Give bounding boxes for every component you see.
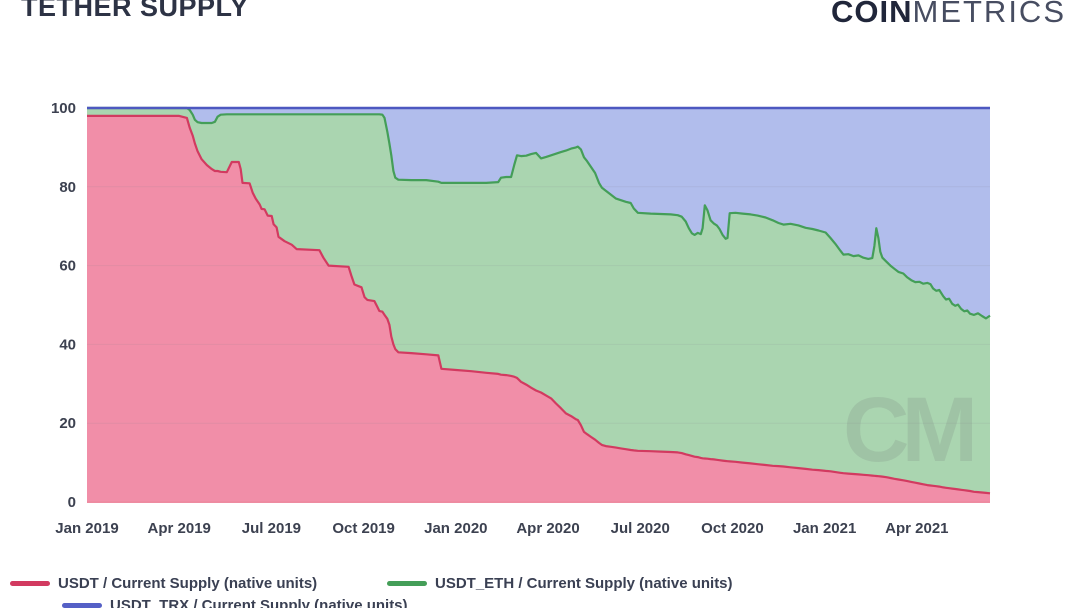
- usdt-eth-boundary-line: [87, 106, 991, 320]
- y-axis-label: 40: [59, 336, 76, 353]
- x-axis-label: Jan 2019: [55, 520, 118, 537]
- x-axis-label: Jan 2021: [793, 520, 856, 537]
- coinmetrics-logo: COINMETRICS: [831, 0, 1066, 30]
- usdt-boundary-line: [87, 114, 991, 495]
- legend-label: USDT / Current Supply (native units): [58, 575, 318, 592]
- x-axis-label: Apr 2021: [885, 520, 948, 537]
- legend-label: USDT_TRX / Current Supply (native units): [110, 597, 408, 608]
- y-axis-label: 0: [68, 494, 76, 511]
- legend-swatch: [10, 581, 50, 586]
- y-axis-label: 100: [51, 100, 76, 117]
- legend-label: USDT_ETH / Current Supply (native units): [435, 575, 733, 592]
- y-axis-label: 20: [59, 415, 76, 432]
- legend-swatch: [62, 603, 102, 608]
- y-axis-label: 60: [59, 258, 76, 275]
- y-axis-label: 80: [59, 179, 76, 196]
- x-axis-label: Apr 2020: [516, 520, 579, 537]
- x-axis-label: Apr 2019: [148, 520, 211, 537]
- logo-metrics-text: METRICS: [912, 0, 1066, 29]
- legend-item-usdt[interactable]: USDT / Current Supply (native units): [10, 575, 317, 592]
- page-title: TETHER SUPPLY: [21, 0, 249, 22]
- usdt-omni-area: [87, 115, 990, 503]
- cm-watermark: CM: [843, 379, 972, 481]
- legend-item-usdt-eth[interactable]: USDT_ETH / Current Supply (native units): [387, 575, 733, 592]
- legend-swatch: [387, 581, 427, 586]
- usdt-trx-area: [87, 108, 990, 319]
- legend-item-usdt-trx[interactable]: USDT_TRX / Current Supply (native units): [62, 597, 408, 608]
- x-axis-label: Jul 2020: [611, 520, 670, 537]
- x-axis-label: Jul 2019: [242, 520, 301, 537]
- x-axis-label: Jan 2020: [424, 520, 487, 537]
- x-axis-label: Oct 2020: [701, 520, 764, 537]
- logo-coin-text: COIN: [831, 0, 913, 29]
- usdt-eth-area: [87, 108, 990, 494]
- x-axis-label: Oct 2019: [332, 520, 395, 537]
